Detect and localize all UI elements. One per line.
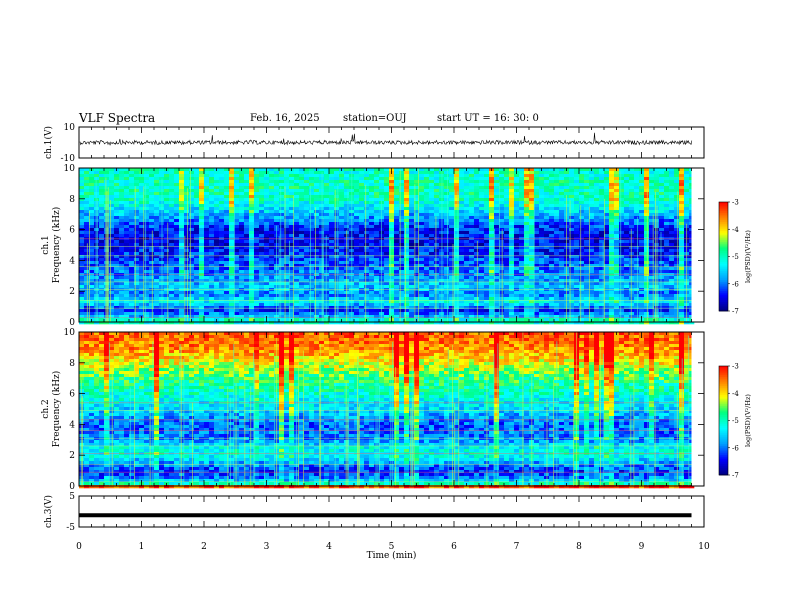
- time-tick-label: 8: [576, 542, 582, 552]
- ch1-spectrogram-ytick-label: 4: [69, 256, 75, 266]
- time-axis: 0 1 2 3 4 5 6 7 8 9 10 Time (min): [76, 542, 710, 561]
- ch1-colorbar-tick-label: -7: [732, 308, 739, 316]
- ch2-colorbar-tick-label: -7: [732, 472, 739, 480]
- ch3-waveform-panel: 5 -5 ch.3(V): [43, 492, 705, 533]
- ch1-waveform-trace: [79, 132, 693, 146]
- time-tick-label: 3: [264, 542, 270, 552]
- station-label: station=OUJ: [343, 113, 407, 124]
- ch1-colorbar: -3 -4 -5 -6 -7 log(PSD)(V²/Hz): [718, 199, 752, 316]
- time-tick-label: 2: [201, 542, 207, 552]
- ch2-spectrogram-ytick-label: 4: [69, 420, 75, 430]
- ch1-waveform-panel: 10 -10 ch.1(V): [43, 123, 705, 164]
- ch1-spectrogram-ytick-label: 10: [64, 164, 76, 174]
- ch2-colorbar: -3 -4 -5 -6 -7 log(PSD)(V²/Hz): [718, 363, 752, 480]
- time-tick-label: 7: [514, 542, 520, 552]
- ch1-spectrogram-ytick-label: 8: [69, 195, 75, 205]
- ch1-spectrogram-ytick-label: 6: [69, 226, 75, 236]
- ch2-spectrogram-ytick-label: 10: [64, 328, 76, 338]
- ch2-spectrogram-ytick-label: 8: [69, 359, 75, 369]
- ch1-spectrogram-cells: [79, 168, 695, 325]
- ch2-spectrogram-panel: 0 2 4 6 8 10 ch.2 Frequency (kHz): [41, 328, 705, 492]
- time-tick-label: 6: [451, 542, 457, 552]
- ch1-waveform-ylabel: ch.1(V): [43, 126, 54, 159]
- chart-title: VLF Spectra: [79, 111, 156, 125]
- ch2-colorbar-label: log(PSD)(V²/Hz): [744, 394, 752, 447]
- time-tick-label: 1: [139, 542, 145, 552]
- ch3-waveform-ytick-label: 5: [69, 492, 75, 502]
- ch1-spectrogram-ylabel: Frequency (kHz): [51, 207, 62, 284]
- ch1-colorbar-tick-label: -4: [732, 226, 739, 234]
- ch2-spectrogram-ylabel: Frequency (kHz): [51, 371, 62, 448]
- ch1-colorbar-label: log(PSD)(V²/Hz): [744, 230, 752, 283]
- ch2-colorbar-tick-label: -6: [732, 444, 739, 452]
- ch1-colorbar-tick-label: -6: [732, 280, 739, 288]
- ch2-colorbar-tick-label: -4: [732, 390, 739, 398]
- ch3-waveform-ytick-label: -5: [66, 523, 75, 533]
- ch1-spectrogram-ytick-label: 0: [69, 318, 75, 328]
- time-tick-label: 9: [639, 542, 645, 552]
- ch1-waveform-ytick-label: 10: [64, 123, 76, 133]
- time-tick-label: 4: [326, 542, 332, 552]
- time-tick-label: 0: [76, 542, 82, 552]
- ch3-waveform-ylabel: ch.3(V): [43, 495, 54, 528]
- ch1-spectrogram-panel: 0 2 4 6 8 10 ch.1 Frequency (kHz): [41, 164, 705, 328]
- ch1-spectrogram-ytick-label: 2: [69, 287, 75, 297]
- ch1-waveform-ytick-label: -10: [61, 154, 76, 164]
- ch2-spectrogram-cells: [79, 332, 695, 489]
- ch2-spectrogram-ylabel-channel: ch.2: [41, 399, 51, 418]
- start-time-label: start UT = 16: 30: 0: [437, 113, 539, 124]
- ch2-spectrogram-ytick-label: 0: [69, 482, 75, 492]
- time-axis-label: Time (min): [367, 550, 417, 561]
- ch1-spectrogram-ylabel-channel: ch.1: [41, 235, 51, 254]
- ch1-colorbar-tick-label: -5: [732, 253, 739, 261]
- ch2-spectrogram-ytick-label: 2: [69, 451, 75, 461]
- ch1-colorbar-tick-label: -3: [732, 199, 739, 207]
- ch2-colorbar-tick-label: -5: [732, 417, 739, 425]
- time-tick-label: 5: [389, 542, 395, 552]
- ch2-spectrogram-ytick-label: 6: [69, 390, 75, 400]
- ch2-colorbar-tick-label: -3: [732, 363, 739, 371]
- date-label: Feb. 16, 2025: [250, 113, 320, 124]
- time-tick-label: 10: [698, 542, 710, 552]
